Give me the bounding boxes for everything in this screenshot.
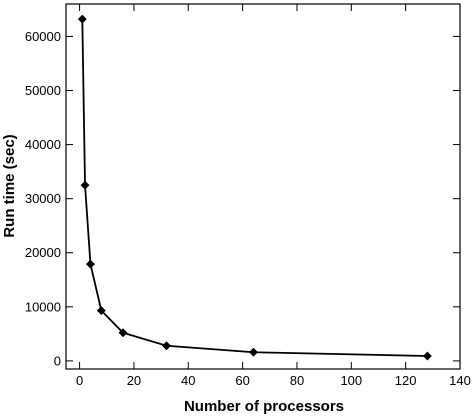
plot-frame	[65, 3, 461, 370]
x-tick-label: 40	[181, 373, 195, 388]
data-point-marker	[118, 328, 128, 338]
x-tick-label: 0	[76, 373, 83, 388]
x-tick-label: 60	[235, 373, 249, 388]
data-point-marker	[422, 351, 432, 361]
y-tick-label: 40000	[25, 137, 61, 152]
y-tick-label: 50000	[25, 83, 61, 98]
x-tick-label: 100	[340, 373, 362, 388]
x-tick-label: 20	[127, 373, 141, 388]
y-tick-label: 60000	[25, 29, 61, 44]
ticks-layer: 0 20 40 60 80 100 120 140 0 10000 20000 30000 40000 5…	[25, 4, 471, 388]
y-tick-label: 20000	[25, 245, 61, 260]
x-tick-label: 140	[449, 373, 471, 388]
series-line	[81, 19, 428, 357]
data-point-marker	[248, 347, 259, 357]
x-tick-label: 80	[290, 373, 304, 388]
y-tick-label: 10000	[25, 299, 61, 314]
axes-layer	[65, 3, 461, 370]
y-axis-title: Run time (sec)	[1, 134, 18, 237]
data-point-marker	[161, 341, 172, 351]
y-tick-label: 30000	[25, 191, 61, 206]
x-tick-label: 120	[395, 373, 417, 388]
data-point-marker	[85, 259, 96, 269]
series-layer	[77, 14, 432, 361]
data-point-marker	[96, 306, 106, 316]
y-tick-label: 0	[54, 353, 61, 368]
data-point-marker	[80, 180, 90, 190]
data-point-marker	[77, 14, 87, 24]
x-axis-title: Number of processors	[184, 398, 344, 415]
